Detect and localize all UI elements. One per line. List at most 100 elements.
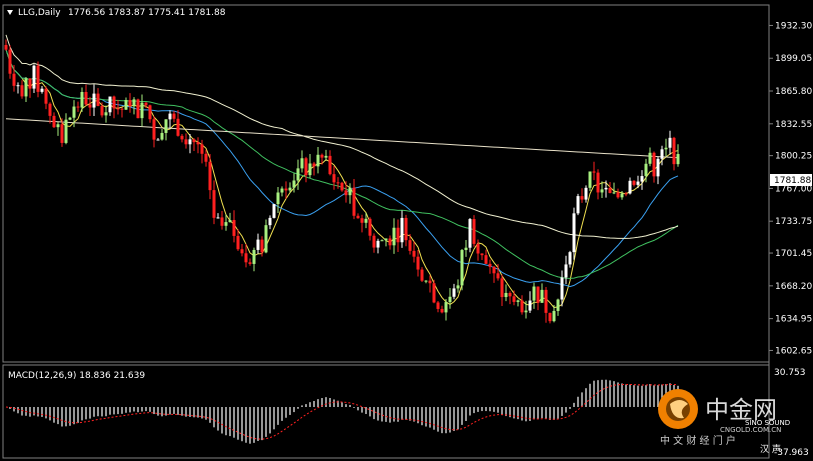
candle-body	[276, 192, 280, 205]
candle-body	[232, 220, 236, 236]
candle-body	[400, 217, 404, 243]
price-tick-label: 1733.75	[775, 217, 812, 227]
candle-body	[548, 312, 552, 322]
candle-body	[260, 239, 264, 253]
candle-body	[160, 132, 164, 140]
candle-body	[312, 163, 316, 167]
candle-body	[244, 253, 248, 263]
candle-body	[476, 243, 480, 254]
candle-body	[296, 168, 300, 181]
candle-body	[132, 99, 136, 107]
price-tick-label: 1602.65	[775, 346, 812, 356]
candle-body	[364, 218, 368, 223]
candle-body	[592, 171, 596, 173]
candle-body	[676, 154, 680, 165]
watermark-brand: 中金网	[705, 396, 777, 424]
candle-body	[588, 171, 592, 188]
candle-body	[560, 277, 564, 300]
price-tick-label: 1865.80	[775, 87, 812, 97]
candle-body	[536, 286, 540, 303]
candle-body	[464, 247, 468, 251]
candle-body	[208, 161, 212, 191]
candle-body	[444, 302, 448, 313]
candle-body	[36, 65, 40, 92]
candle-body	[456, 285, 460, 289]
candle-body	[664, 147, 668, 150]
candle-body	[604, 187, 608, 190]
candle-body	[52, 115, 56, 128]
candle-body	[248, 262, 252, 264]
candle-body	[488, 263, 492, 267]
candle-body	[280, 188, 284, 193]
candle-body	[96, 93, 100, 106]
candle-body	[500, 278, 504, 298]
macd-label: MACD(12,26,9) 18.836 21.639	[8, 371, 145, 381]
candle-body	[8, 49, 12, 74]
candle-body	[192, 139, 196, 143]
candle-body	[524, 310, 528, 313]
candle-body	[440, 308, 444, 313]
candle-body	[172, 113, 176, 119]
candle-body	[344, 190, 348, 196]
candle-body	[184, 139, 188, 145]
candle-body	[628, 180, 632, 194]
candle-body	[544, 289, 548, 313]
candle-body	[120, 108, 124, 110]
candle-body	[340, 182, 344, 191]
macd-histogram	[5, 379, 679, 444]
dropdown-triangle-icon[interactable]	[7, 10, 13, 15]
candle-body	[236, 235, 240, 250]
candle-body	[92, 93, 96, 108]
candle-body	[196, 142, 200, 145]
watermark-partner-cn: 汉 声	[760, 443, 781, 455]
candle-body	[508, 292, 512, 297]
candle-body	[116, 108, 120, 110]
candle-body	[228, 220, 232, 223]
candle-body	[332, 174, 336, 183]
macd-signal-line	[5, 383, 679, 440]
candle-body	[320, 154, 324, 158]
candle-body	[24, 78, 28, 97]
candle-body	[144, 102, 148, 106]
candle-body	[412, 250, 416, 257]
candle-body	[652, 152, 656, 177]
candle-body	[12, 73, 16, 86]
candle-body	[568, 252, 572, 265]
candle-body	[484, 255, 488, 264]
candle-body	[496, 273, 500, 279]
candle-body	[356, 215, 360, 219]
candle-body	[520, 300, 524, 313]
candle-body	[180, 135, 184, 140]
candle-body	[272, 204, 276, 218]
candle-body	[556, 299, 560, 311]
candle-body	[540, 289, 544, 303]
candle-body	[76, 106, 80, 108]
candle-body	[84, 92, 88, 105]
candle-body	[576, 196, 580, 214]
candle-body	[528, 300, 532, 311]
candle-body	[240, 249, 244, 254]
candle-body	[632, 180, 636, 185]
ohlc-label: 1776.56 1783.87 1775.41 1781.88	[68, 8, 226, 18]
last-price-box	[770, 174, 812, 186]
candle-body	[448, 296, 452, 303]
candle-body	[396, 227, 400, 243]
candle-body	[264, 225, 268, 253]
candle-body	[388, 238, 392, 246]
candle-body	[148, 105, 152, 120]
candle-body	[624, 193, 628, 195]
candle-body	[308, 163, 312, 176]
candle-body	[416, 256, 420, 270]
price-axis-ticks: 1932.30 1899.05 1865.80 1832.55 1800.25 1767.…	[769, 21, 812, 356]
candle-body	[292, 180, 296, 188]
symbol-label: LLG,Daily	[18, 8, 61, 18]
candle-body	[368, 218, 372, 236]
candle-body	[640, 176, 644, 182]
candle-body	[380, 240, 384, 242]
candle-body	[72, 106, 76, 118]
candle-body	[616, 192, 620, 198]
candle-body	[452, 288, 456, 297]
candle-body	[504, 292, 508, 298]
candle-body	[220, 217, 224, 226]
